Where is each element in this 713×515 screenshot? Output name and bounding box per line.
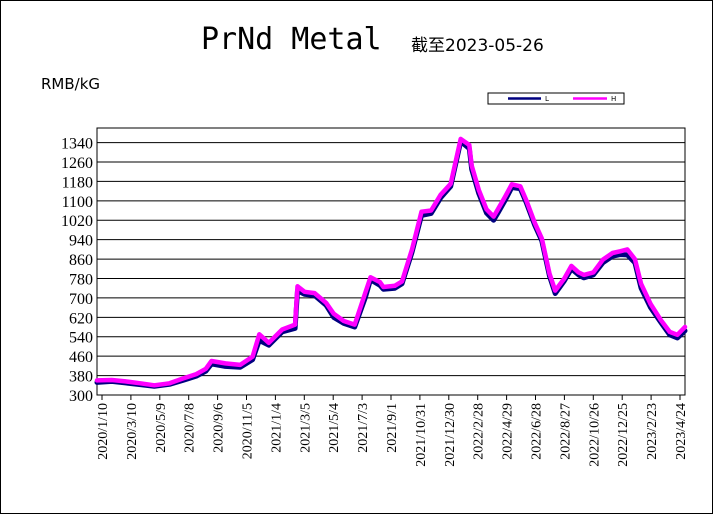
y-tick-940: 940 <box>69 233 93 250</box>
chart-title: PrNd Metal <box>201 22 382 57</box>
x-tick-2021/12/30: 2021/12/30 <box>443 403 458 467</box>
y-tick-1020: 1020 <box>61 213 93 230</box>
x-tick-2021/9/1: 2021/9/1 <box>385 403 400 453</box>
x-tick-2020/5/9: 2020/5/9 <box>154 403 169 453</box>
legend-box <box>487 92 625 105</box>
x-tick-2021/5/4: 2021/5/4 <box>327 403 342 453</box>
x-tick-2020/9/6: 2020/9/6 <box>212 403 227 453</box>
x-tick-2022/8/27: 2022/8/27 <box>558 403 573 460</box>
x-axis-ticks: 2020/1/10 2020/3/10 2020/5/9 2020/7/8 2020/9… <box>96 395 689 467</box>
y-tick-540: 540 <box>69 330 93 347</box>
series-line-h <box>94 136 688 388</box>
y-tick-1100: 1100 <box>62 194 93 211</box>
y-tick-1340: 1340 <box>61 136 93 153</box>
y-tick-380: 380 <box>69 369 93 386</box>
x-tick-2020/1/10: 2020/1/10 <box>96 403 111 460</box>
y-tick-780: 780 <box>69 271 93 288</box>
grid-lines <box>97 142 685 396</box>
series-group <box>94 136 688 389</box>
x-tick-2021/7/3: 2021/7/3 <box>356 403 371 453</box>
y-tick-460: 460 <box>69 349 93 366</box>
x-tick-2020/11/5: 2020/11/5 <box>241 403 256 459</box>
y-axis-unit: RMB/kG <box>41 75 100 93</box>
legend: L H <box>487 92 625 105</box>
y-tick-1180: 1180 <box>62 174 93 191</box>
x-tick-2020/7/8: 2020/7/8 <box>183 403 198 453</box>
x-tick-2022/6/28: 2022/6/28 <box>530 403 545 460</box>
series-line-l <box>94 138 688 389</box>
x-tick-2023/2/23: 2023/2/23 <box>645 403 660 460</box>
x-tick-2021/3/5: 2021/3/5 <box>298 403 313 453</box>
x-tick-2022/4/29: 2022/4/29 <box>501 403 516 460</box>
y-axis-ticks: 300 380 460 540 620 700 780 860 940 1020 1100 1180 1… <box>61 136 93 405</box>
x-tick-2021/10/31: 2021/10/31 <box>414 403 429 467</box>
chart-subtitle: 截至2023-05-26 <box>411 36 544 56</box>
legend-label-l: L <box>545 95 549 103</box>
x-tick-2022/12/25: 2022/12/25 <box>616 403 631 467</box>
y-tick-1260: 1260 <box>61 155 93 172</box>
x-tick-2022/10/26: 2022/10/26 <box>587 403 602 467</box>
y-tick-860: 860 <box>69 252 93 269</box>
x-tick-2020/3/10: 2020/3/10 <box>125 403 140 460</box>
x-tick-2022/2/28: 2022/2/28 <box>472 403 487 460</box>
plot-area <box>96 127 686 396</box>
y-tick-300: 300 <box>69 388 93 405</box>
y-tick-700: 700 <box>69 291 93 308</box>
y-tick-620: 620 <box>69 310 93 327</box>
x-tick-2021/1/4: 2021/1/4 <box>269 403 284 453</box>
x-tick-2023/4/24: 2023/4/24 <box>674 403 689 460</box>
legend-label-h: H <box>611 95 616 103</box>
